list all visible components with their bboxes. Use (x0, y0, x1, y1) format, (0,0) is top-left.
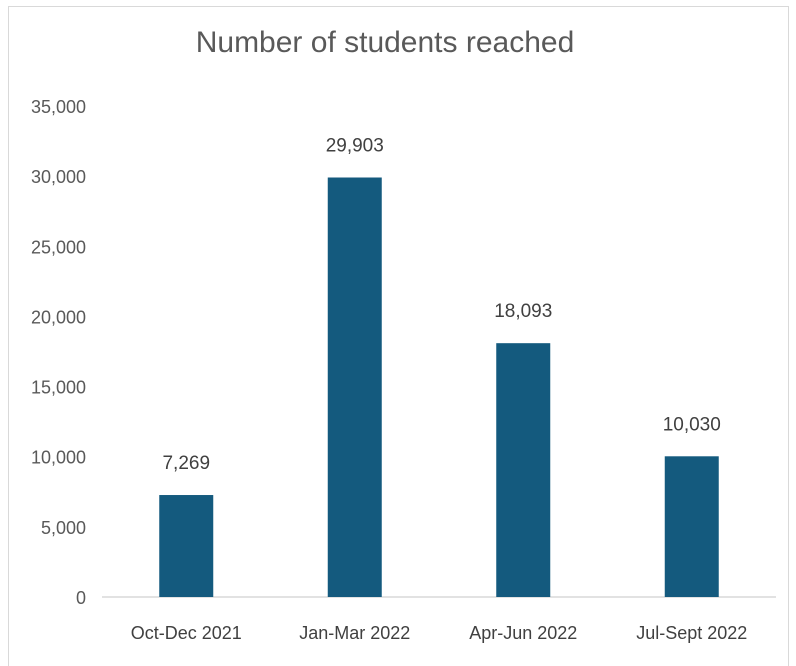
y-tick-label: 20,000 (31, 307, 86, 327)
y-tick-label: 25,000 (31, 237, 86, 257)
y-tick-label: 10,000 (31, 448, 86, 468)
bars (159, 177, 719, 597)
bar-data-label: 10,030 (663, 414, 721, 435)
chart-frame (8, 6, 789, 666)
x-category-label: Apr-Jun 2022 (469, 623, 577, 643)
bar (496, 343, 551, 597)
data-labels: 7,269 29,903 18,093 10,030 (162, 136, 720, 475)
y-tick-label: 15,000 (31, 378, 86, 398)
bar-data-label: 18,093 (494, 301, 552, 322)
chart-title: Number of students reached (196, 26, 575, 59)
y-axis-ticks: 0 5,000 10,000 15,000 20,000 25,000 30,000 35,0… (31, 97, 86, 608)
y-tick-label: 5,000 (41, 518, 86, 538)
bar-data-label: 29,903 (326, 136, 384, 157)
x-category-label: Jul-Sept 2022 (636, 623, 747, 643)
x-category-label: Jan-Mar 2022 (299, 623, 410, 643)
y-tick-label: 30,000 (31, 167, 86, 187)
y-tick-label: 35,000 (31, 97, 86, 117)
bar (664, 456, 719, 597)
bar-data-label: 7,269 (162, 453, 210, 474)
bar (327, 177, 382, 597)
bar (159, 495, 214, 597)
x-category-label: Oct-Dec 2021 (131, 623, 242, 643)
y-tick-label: 0 (76, 588, 86, 608)
x-axis-categories: Oct-Dec 2021 Jan-Mar 2022 Apr-Jun 2022 Jul-… (131, 623, 748, 643)
bar-chart: Number of students reached 0 5,000 10,000 1… (31, 26, 776, 643)
